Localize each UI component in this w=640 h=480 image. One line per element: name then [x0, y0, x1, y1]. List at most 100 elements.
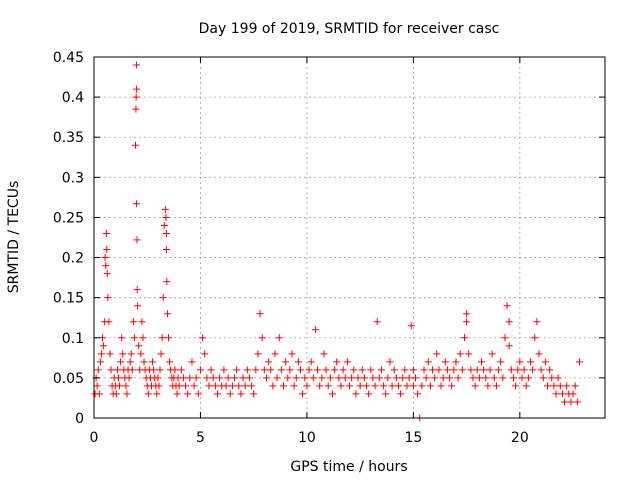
- data-point: [275, 334, 283, 342]
- data-point: [463, 310, 471, 318]
- data-point: [358, 366, 366, 374]
- data-point: [201, 350, 209, 358]
- data-point: [194, 390, 202, 398]
- data-point: [322, 366, 330, 374]
- data-point: [437, 382, 445, 390]
- data-point: [546, 366, 554, 374]
- y-tick-label: 0.4: [62, 90, 84, 106]
- y-tick-label: 0.15: [53, 291, 84, 307]
- data-point: [418, 382, 426, 390]
- data-point: [179, 374, 187, 382]
- data-point: [102, 229, 110, 237]
- data-point: [118, 334, 126, 342]
- data-point: [514, 366, 522, 374]
- data-point: [509, 374, 517, 382]
- data-point: [326, 374, 334, 382]
- data-point: [529, 366, 537, 374]
- data-point: [138, 318, 146, 326]
- data-point: [501, 334, 509, 342]
- data-point: [537, 366, 545, 374]
- data-point: [309, 374, 317, 382]
- data-point: [177, 366, 185, 374]
- axis-ticks: 0 0.05 0.1 0.15 0.2 0.25 0.3 0.35 0.4 0.45 0 5 10 15 2…: [53, 50, 605, 446]
- data-point: [533, 318, 541, 326]
- data-point: [371, 382, 379, 390]
- data-point: [541, 358, 549, 366]
- data-point: [318, 374, 326, 382]
- data-point: [243, 366, 251, 374]
- data-point: [394, 382, 402, 390]
- data-point: [439, 374, 447, 382]
- data-point: [260, 366, 268, 374]
- data-point: [456, 350, 464, 358]
- data-point: [112, 390, 120, 398]
- data-point: [299, 390, 307, 398]
- data-point: [488, 350, 496, 358]
- y-axis-label: SRMTID / TECUs: [6, 181, 22, 294]
- data-point: [503, 302, 511, 310]
- data-point: [354, 374, 362, 382]
- data-point: [407, 322, 415, 330]
- x-axis-label: GPS time / hours: [290, 459, 407, 475]
- data-point: [128, 366, 136, 374]
- data-point: [388, 382, 396, 390]
- data-point: [235, 382, 243, 390]
- data-point: [216, 374, 224, 382]
- data-point: [133, 286, 141, 294]
- data-point: [463, 318, 471, 326]
- data-point: [452, 358, 460, 366]
- data-point: [518, 374, 526, 382]
- data-point: [567, 398, 575, 406]
- data-point: [163, 310, 171, 318]
- data-point: [548, 374, 556, 382]
- data-point: [171, 366, 179, 374]
- data-point: [222, 382, 230, 390]
- data-point: [192, 374, 200, 382]
- data-point: [516, 358, 524, 366]
- data-point: [458, 366, 466, 374]
- data-point: [130, 334, 138, 342]
- data-point: [155, 382, 163, 390]
- data-point: [454, 374, 462, 382]
- data-point: [163, 278, 171, 286]
- data-point: [431, 374, 439, 382]
- data-point: [486, 366, 494, 374]
- data-point: [356, 382, 364, 390]
- data-point: [343, 358, 351, 366]
- data-point: [301, 374, 309, 382]
- data-point: [497, 358, 505, 366]
- data-point: [346, 382, 353, 390]
- x-tick-label: 15: [404, 430, 422, 446]
- data-point: [288, 350, 296, 358]
- data-point: [478, 358, 486, 366]
- data-point: [569, 390, 577, 398]
- data-point: [133, 85, 141, 93]
- data-point: [405, 374, 413, 382]
- data-point: [556, 382, 564, 390]
- data-point: [380, 382, 388, 390]
- data-point: [250, 390, 258, 398]
- data-point: [269, 382, 277, 390]
- data-point: [160, 221, 168, 229]
- data-point: [426, 382, 434, 390]
- data-point: [495, 366, 503, 374]
- data-point: [231, 374, 239, 382]
- data-point: [159, 294, 167, 302]
- data-point: [282, 358, 290, 366]
- data-point: [209, 374, 217, 382]
- data-point: [103, 270, 111, 278]
- data-point: [441, 358, 449, 366]
- data-point: [175, 382, 183, 390]
- data-point: [137, 350, 145, 358]
- data-point: [339, 366, 347, 374]
- data-point: [199, 334, 207, 342]
- data-point: [471, 382, 479, 390]
- data-point: [166, 358, 174, 366]
- data-point: [162, 229, 170, 237]
- data-point: [571, 382, 579, 390]
- y-tick-label: 0: [75, 411, 84, 427]
- data-point: [226, 390, 234, 398]
- data-point: [237, 390, 245, 398]
- data-point: [162, 246, 170, 254]
